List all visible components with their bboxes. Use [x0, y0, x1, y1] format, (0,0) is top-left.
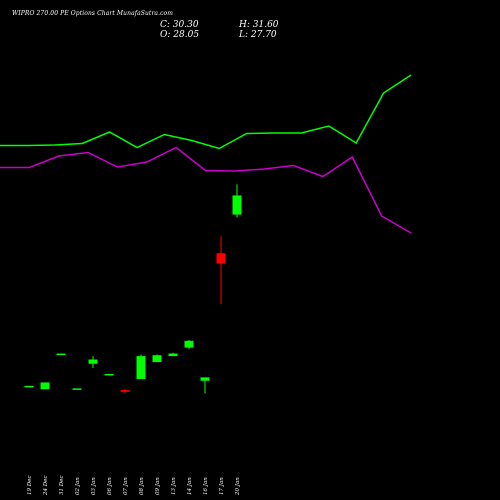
candle-body [200, 377, 210, 381]
x-tick-label: 19 Dec [27, 476, 33, 496]
x-tick-label: 16 Jan [203, 477, 209, 495]
candle-body [40, 382, 50, 390]
high-value: 31.60 [252, 20, 279, 30]
candle-body [168, 353, 178, 357]
candles [24, 184, 242, 394]
candle-body [216, 253, 226, 264]
candle-body [120, 390, 130, 392]
low-value: 27.70 [250, 30, 277, 40]
x-tick-label: 03 Jan [91, 477, 97, 495]
open-value: 28.05 [173, 30, 200, 40]
x-tick-label: 09 Jan [155, 477, 161, 495]
candle-body [72, 388, 82, 390]
x-tick-label: 31 Dec [59, 476, 65, 496]
x-tick-label: 14 Jan [187, 477, 193, 495]
high-readout: H: 31.60 [239, 20, 279, 30]
close-value: 30.30 [172, 20, 199, 30]
candle-body [104, 373, 114, 376]
candle-body [152, 355, 162, 363]
x-tick-label: 13 Jan [171, 477, 177, 495]
indicator-line-2 [0, 146, 412, 234]
x-tick-label: 08 Jan [139, 477, 145, 495]
x-tick-label: 02 Jan [75, 477, 81, 495]
x-tick-label: 07 Jan [123, 477, 129, 495]
x-tick-label: 17 Jan [219, 477, 225, 495]
candle-body [88, 359, 98, 364]
x-tick-label: 20 Jan [235, 477, 241, 496]
candle-body [136, 356, 146, 380]
x-tick-label: 06 Jan [107, 477, 113, 495]
candle-body [56, 353, 66, 356]
open-readout: O: 28.05 [160, 30, 200, 40]
low-readout: L: 27.70 [239, 30, 277, 40]
candle-body [24, 385, 34, 388]
x-tick-label: 24 Dec [43, 476, 49, 497]
candle-body [184, 340, 194, 348]
overlay-lines [0, 74, 412, 234]
indicator-line-1 [0, 74, 412, 150]
chart-title: WIPRO 270.00 PE Options Chart MunafaSutr… [12, 10, 174, 17]
close-readout: C: 30.30 [160, 20, 199, 30]
x-axis-ticks: 19 Dec 24 Dec 31 Dec 02 Jan 03 Jan 06 Jan 07 J… [27, 476, 241, 497]
candle-body [232, 195, 242, 215]
